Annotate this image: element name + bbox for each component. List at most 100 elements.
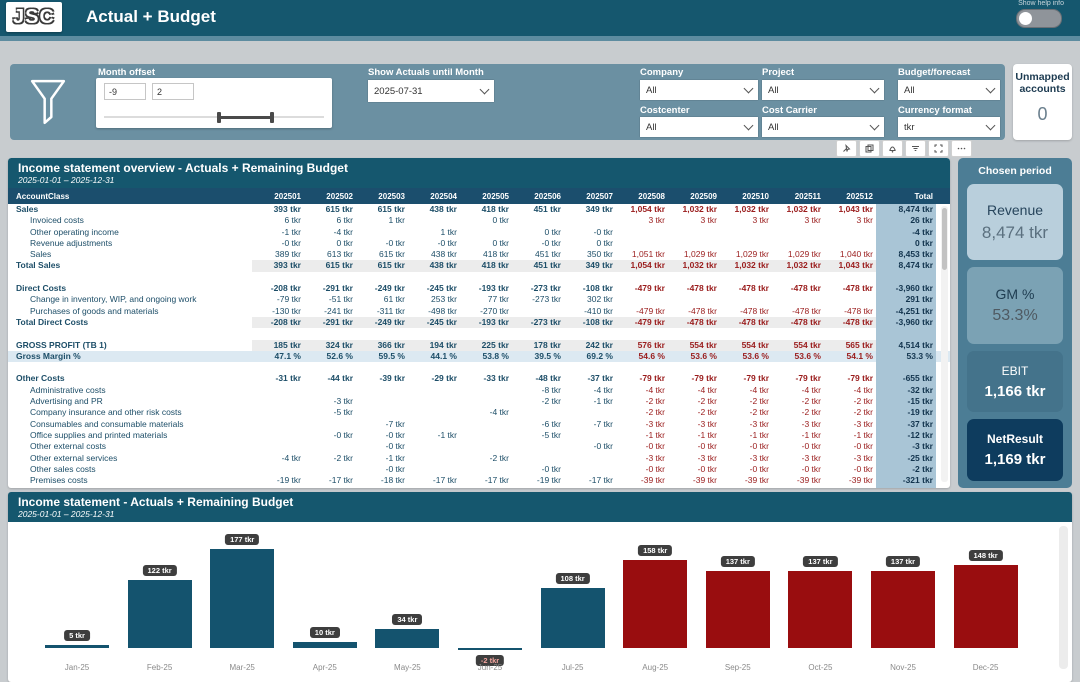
slider-handle-left[interactable] <box>217 112 221 123</box>
focus-mode-icon[interactable] <box>928 140 949 157</box>
revenue-kpi-card: Revenue 8,474 tkr <box>967 184 1063 261</box>
table-cell: 3 tkr <box>856 215 873 226</box>
more-options-icon[interactable] <box>951 140 972 157</box>
month-offset-slider[interactable] <box>104 110 324 124</box>
copy-icon[interactable] <box>859 140 880 157</box>
table-cell: -1 tkr <box>593 396 613 407</box>
column-header-AccountClass[interactable]: AccountClass <box>16 191 70 201</box>
bar-Mar-25[interactable] <box>210 548 275 648</box>
show-actuals-dropdown[interactable]: 2025-07-31 <box>368 80 494 102</box>
table-cell: -3 tkr <box>749 452 769 463</box>
bar-Nov-25[interactable] <box>871 571 935 648</box>
bar-data-label: 5 tkr <box>64 630 90 642</box>
top-bar: JSC Actual + Budget Show help info <box>0 0 1080 36</box>
table-cell <box>252 419 304 430</box>
row-label: Other external costs <box>30 441 107 452</box>
table-cell: 26 tkr <box>876 215 936 227</box>
pin-icon[interactable] <box>836 140 857 157</box>
table-cell: -0 tkr <box>541 463 561 474</box>
project-dropdown[interactable]: All <box>762 80 884 100</box>
cost-carrier-dropdown[interactable]: All <box>762 117 884 137</box>
table-cell: -479 tkr <box>634 283 665 294</box>
slider-handle-right[interactable] <box>270 112 274 123</box>
table-scrollbar[interactable] <box>941 206 948 482</box>
table-cell: -478 tkr <box>772 316 824 329</box>
x-axis-label: May-25 <box>394 663 421 672</box>
help-toggle[interactable] <box>1016 9 1062 28</box>
column-header-202506[interactable]: 202506 <box>534 191 561 201</box>
table-cell: -2 tkr <box>876 463 936 476</box>
column-header-Total[interactable]: Total <box>914 191 933 201</box>
table-scrollbar-thumb[interactable] <box>942 208 947 270</box>
table-row: Office supplies and printed materials -0 … <box>8 429 950 442</box>
column-header-202502[interactable]: 202502 <box>326 191 353 201</box>
table-cell: -193 tkr <box>478 283 509 294</box>
table-row: Total Direct Costs -208 tkr -291 tkr -249 t… <box>8 316 950 329</box>
bar-May-25[interactable] <box>375 628 440 648</box>
table-row: Invoiced costs 6 tkr 6 tkr 1 tkr 0 tkr 3 tkr 3… <box>8 215 950 227</box>
currency-format-dropdown[interactable]: tkr <box>898 117 1000 137</box>
bar-Apr-25[interactable] <box>292 642 357 648</box>
column-header-202509[interactable]: 202509 <box>690 191 717 201</box>
column-header-202504[interactable]: 202504 <box>430 191 457 201</box>
bar-Dec-25[interactable] <box>953 565 1018 648</box>
bar-Feb-25[interactable] <box>127 579 192 648</box>
row-label: Other external services <box>30 452 118 463</box>
budget-forecast-dropdown[interactable]: All <box>898 80 1000 100</box>
table-cell <box>252 464 304 475</box>
bar-Sep-25[interactable] <box>705 571 770 648</box>
table-cell <box>512 441 564 452</box>
table-cell: -478 tkr <box>720 316 772 329</box>
month-offset-to-input[interactable] <box>152 83 194 100</box>
column-header-202508[interactable]: 202508 <box>638 191 665 201</box>
ebit-kpi-card: EBIT 1,166 tkr <box>967 350 1063 413</box>
visual-toolbar <box>836 140 972 157</box>
company-dropdown[interactable]: All <box>640 80 758 100</box>
project-value: All <box>768 84 779 96</box>
alert-icon[interactable] <box>882 140 903 157</box>
bar-Aug-25[interactable] <box>623 559 688 648</box>
table-cell: -39 tkr <box>744 475 769 486</box>
slider-selected-range[interactable] <box>219 116 272 119</box>
table-cell: -478 tkr <box>686 283 717 294</box>
table-cell <box>408 215 460 226</box>
bar-Jan-25[interactable] <box>45 645 109 648</box>
table-cell: 418 tkr <box>460 260 512 272</box>
row-label: Revenue adjustments <box>30 237 113 248</box>
month-offset-from-input[interactable] <box>104 83 146 100</box>
table-cell: -1 tkr <box>749 429 769 440</box>
bar-Jun-25[interactable] <box>458 648 522 650</box>
ebit-label: EBIT <box>1001 363 1029 378</box>
column-header-202507[interactable]: 202507 <box>586 191 613 201</box>
column-header-202512[interactable]: 202512 <box>846 191 873 201</box>
column-header-202505[interactable]: 202505 <box>482 191 509 201</box>
table-cell <box>876 271 936 284</box>
bar-Jul-25[interactable] <box>540 587 605 648</box>
table-cell: 554 tkr <box>720 339 772 351</box>
table-cell: 393 tkr <box>252 260 304 272</box>
table-cell <box>668 238 720 249</box>
budget-forecast-label: Budget/forecast <box>898 67 971 78</box>
table-cell: 1,032 tkr <box>734 204 770 214</box>
table-cell: -2 tkr <box>541 396 561 407</box>
table-cell: -0 tkr <box>593 226 613 237</box>
table-cell <box>876 362 936 374</box>
table-cell: -39 tkr <box>640 475 665 486</box>
filter-icon[interactable] <box>905 140 926 157</box>
column-header-202503[interactable]: 202503 <box>378 191 405 201</box>
table-cell: 615 tkr <box>377 204 405 214</box>
column-header-202501[interactable]: 202501 <box>274 191 301 201</box>
chart-scrollbar[interactable] <box>1059 526 1068 669</box>
table-cell <box>356 407 408 418</box>
table-cell: 451 tkr <box>535 249 561 260</box>
column-header-202511[interactable]: 202511 <box>794 191 821 201</box>
table-cell: -0 tkr <box>697 463 717 474</box>
table-cell: 69.2 % <box>586 350 613 361</box>
column-header-202510[interactable]: 202510 <box>742 191 769 201</box>
bar-Oct-25[interactable] <box>788 571 853 648</box>
revenue-value: 8,474 tkr <box>981 222 1049 242</box>
table-cell <box>460 362 512 373</box>
table-cell <box>668 294 720 305</box>
costcenter-dropdown[interactable]: All <box>640 117 758 137</box>
table-cell: -1 tkr <box>801 429 821 440</box>
